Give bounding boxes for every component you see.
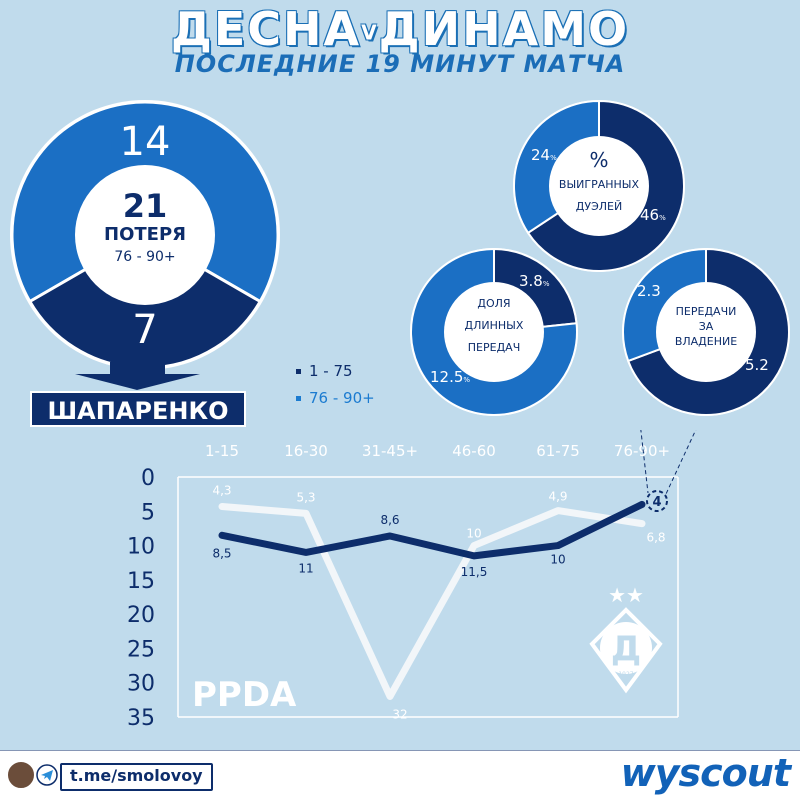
passes-possession-early-value: 5.2 <box>745 356 769 374</box>
data-label: 10 <box>550 553 565 567</box>
data-label: 11,5 <box>461 565 488 579</box>
home-team: ДЕСНА <box>170 2 362 56</box>
long-passes-segment-late <box>410 248 578 416</box>
duels-late-value: 24% <box>531 146 557 164</box>
data-point <box>221 534 223 537</box>
data-point <box>305 512 307 515</box>
data-label: 5,3 <box>296 490 315 504</box>
versus-mark: V <box>361 20 379 45</box>
y-tick-label: 20 <box>127 603 155 628</box>
passes-possession-title-2: ЗА <box>698 320 714 333</box>
data-label: 11 <box>298 561 313 575</box>
long-passes-title: ДОЛЯ ДЛИННЫХ ПЕРЕДАЧ <box>446 293 542 359</box>
data-point <box>389 695 391 698</box>
data-point <box>389 534 391 537</box>
passes-possession-late-value: 2.3 <box>637 282 661 300</box>
data-point <box>641 522 643 525</box>
duels-title: % ВЫИГРАННЫХ ДУЭЛЕЙ <box>552 148 646 216</box>
author-avatar <box>6 760 36 790</box>
x-tick-label: 76-90+ <box>614 442 670 460</box>
series-line-early <box>218 500 646 560</box>
x-tick-label: 1-15 <box>205 442 239 460</box>
losses-label: ПОТЕРЯ <box>104 224 186 245</box>
data-label: 32 <box>392 707 407 721</box>
data-point <box>557 509 559 512</box>
y-tick-label: 25 <box>127 637 155 662</box>
long-passes-title-3: ПЕРЕДАЧ <box>467 341 521 354</box>
club-stars: ★★ <box>608 583 644 607</box>
data-label: 10 <box>466 527 481 541</box>
duels-title-top: % <box>589 148 609 172</box>
data-label: 6,8 <box>646 531 665 545</box>
losses-donut: 14 7 <box>10 100 280 370</box>
losses-top-value: 14 <box>120 119 171 165</box>
x-tick-label: 61-75 <box>536 442 580 460</box>
player-name: ШАПАРЕНКО <box>30 391 246 427</box>
losses-center: 21 ПОТЕРЯ 76 - 90+ <box>75 188 215 268</box>
long-passes-title-2: ДЛИННЫХ <box>464 319 524 332</box>
telegram-icon[interactable] <box>36 764 58 786</box>
match-subtitle: ПОСЛЕДНИЕ 19 МИНУТ МАТЧА <box>174 50 626 78</box>
long-passes-late-value: 12.5% <box>430 368 471 386</box>
ppda-chart: 1-15 16-30 31-45+ 46-60 61-75 76-90+ 0 5 10 15 20… <box>127 430 697 730</box>
legend-swatch <box>296 396 301 401</box>
highlight-value: 4 <box>652 495 661 510</box>
away-team: ДИНАМО <box>378 2 630 56</box>
data-point <box>221 505 223 508</box>
match-title: ДЕСНАVДИНАМО <box>0 2 800 56</box>
y-tick-label: 35 <box>127 706 155 730</box>
data-point <box>473 554 475 557</box>
legend: 1 - 75 76 - 90+ <box>296 358 375 412</box>
passes-possession-title: ПЕРЕДАЧИ ЗА ВЛАДЕНИЕ <box>660 304 752 349</box>
club-logo-letter: Д <box>611 629 641 669</box>
duels-early-value: 46% <box>640 206 666 224</box>
highlight-circle <box>646 490 668 512</box>
long-passes-early-value: 3.8% <box>519 272 550 290</box>
club-logo-year: 1927 <box>618 671 633 678</box>
y-tick-label: 10 <box>127 535 155 560</box>
data-point <box>305 551 307 554</box>
losses-total: 21 <box>122 187 168 225</box>
passes-possession-donut <box>622 248 790 416</box>
callout-line-right <box>665 430 697 495</box>
legend-label: 76 - 90+ <box>309 389 375 407</box>
wyscout-logo: wyscout <box>620 751 791 795</box>
data-point <box>641 503 643 506</box>
chart-title: PPDA <box>192 675 297 715</box>
data-label: 4,3 <box>212 483 231 497</box>
legend-item-late: 76 - 90+ <box>296 385 375 412</box>
legend-item-early: 1 - 75 <box>296 358 375 385</box>
club-logo: ★★ Д 1927 <box>589 583 663 694</box>
passes-possession-title-3: ВЛАДЕНИЕ <box>674 335 738 348</box>
losses-bottom-value: 7 <box>132 307 157 353</box>
passes-possession-title-1: ПЕРЕДАЧИ <box>675 305 737 318</box>
data-label: 8,6 <box>380 513 399 527</box>
legend-swatch <box>296 369 301 374</box>
duels-donut <box>513 100 685 272</box>
data-point <box>473 544 475 547</box>
x-tick-label: 46-60 <box>452 442 496 460</box>
duels-title-bot: ДУЭЛЕЙ <box>575 200 623 213</box>
data-label: 4,9 <box>548 490 567 504</box>
legend-label: 1 - 75 <box>309 362 353 380</box>
x-tick-label: 31-45+ <box>362 442 418 460</box>
y-tick-label: 5 <box>141 500 155 525</box>
y-tick-label: 0 <box>141 466 155 491</box>
callout-line-left <box>640 430 649 494</box>
x-tick-label: 16-30 <box>284 442 328 460</box>
data-label: 8,5 <box>212 546 231 560</box>
y-tick-label: 30 <box>127 672 155 697</box>
long-passes-donut <box>410 248 578 416</box>
long-passes-title-1: ДОЛЯ <box>477 297 511 310</box>
losses-range: 76 - 90+ <box>114 249 176 265</box>
y-tick-label: 15 <box>127 569 155 594</box>
data-point <box>557 544 559 547</box>
duels-title-mid: ВЫИГРАННЫХ <box>558 178 640 191</box>
series-line-late <box>218 502 646 700</box>
telegram-link[interactable]: t.me/smolovoy <box>60 763 213 791</box>
down-arrow-icon <box>75 362 200 390</box>
